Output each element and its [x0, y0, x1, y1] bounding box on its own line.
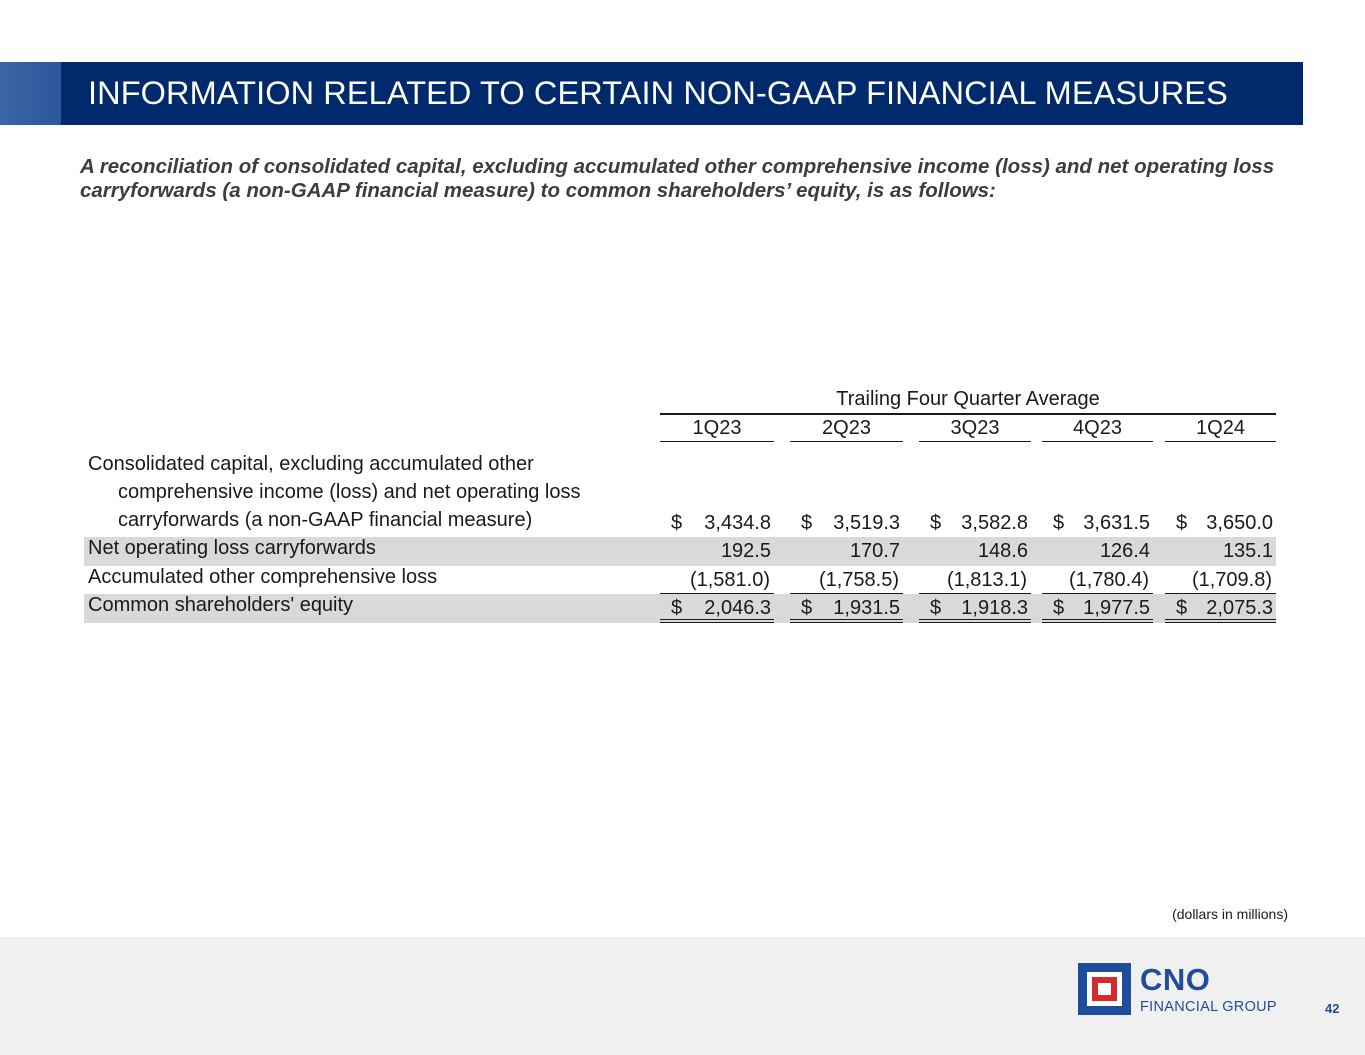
- row-label-line: Consolidated capital, excluding accumula…: [88, 453, 534, 475]
- row-label: Accumulated other comprehensive loss: [88, 565, 438, 588]
- title-bar: INFORMATION RELATED TO CERTAIN NON-GAAP …: [61, 62, 1303, 125]
- table-cell: $2,075.3: [1165, 594, 1276, 623]
- footer: [0, 937, 1365, 1055]
- subtitle: A reconciliation of consolidated capital…: [80, 155, 1275, 202]
- page-number: 42: [1325, 1001, 1340, 1016]
- group-header: Trailing Four Quarter Average: [660, 386, 1276, 415]
- table-cell: $3,519.3: [801, 511, 900, 534]
- table-cell: $1,918.3: [919, 594, 1031, 623]
- table-cell: (1,813.1): [919, 566, 1031, 594]
- cno-logo-mark-icon: [1078, 963, 1131, 1015]
- table-cell: (1,581.0): [660, 566, 774, 594]
- table-cell: (1,709.8): [1165, 566, 1276, 594]
- logo-subtitle: FINANCIAL GROUP: [1140, 999, 1277, 1015]
- row-label-line: carryforwards (a non-GAAP financial meas…: [118, 509, 533, 531]
- table-row-shareholders-equity: Common shareholders' equity $2,046.3 $1,…: [84, 594, 1276, 623]
- table-cell: $3,582.8: [930, 511, 1028, 534]
- column-header-1q23: 1Q23: [660, 415, 774, 442]
- units-note: (dollars in millions): [1172, 906, 1288, 922]
- table-cell: $3,434.8: [671, 511, 771, 534]
- row-label: Consolidated capital, excluding accumula…: [88, 450, 580, 534]
- table-cell: $3,631.5: [1053, 511, 1150, 534]
- row-label: Net operating loss carryforwards: [88, 537, 376, 559]
- cno-logo: CNO FINANCIAL GROUP: [1078, 963, 1288, 1015]
- column-header-1q24: 1Q24: [1165, 415, 1276, 442]
- logo-name: CNO: [1140, 962, 1211, 997]
- table-cell: 148.6: [977, 540, 1028, 562]
- table-cell: (1,758.5): [790, 566, 903, 594]
- column-header-2q23: 2Q23: [790, 415, 903, 442]
- table-cell: $1,931.5: [790, 594, 903, 623]
- column-headers: 1Q23 2Q23 3Q23 4Q23 1Q24: [84, 415, 1276, 443]
- table-cell: 192.5: [720, 540, 771, 562]
- column-header-4q23: 4Q23: [1042, 415, 1153, 442]
- column-header-3q23: 3Q23: [919, 415, 1031, 442]
- table-row-consolidated-capital: Consolidated capital, excluding accumula…: [84, 452, 1276, 537]
- title-accent-block: [0, 62, 61, 125]
- row-label-line: comprehensive income (loss) and net oper…: [118, 481, 581, 503]
- table-row-nol-carryforwards: Net operating loss carryforwards 192.5 1…: [84, 537, 1276, 566]
- table-cell: $1,977.5: [1042, 594, 1153, 623]
- row-label: Common shareholders' equity: [88, 594, 354, 616]
- page-title: INFORMATION RELATED TO CERTAIN NON-GAAP …: [88, 75, 1228, 111]
- table-cell: (1,780.4): [1042, 566, 1153, 594]
- table-cell: $2,046.3: [660, 594, 774, 623]
- table-cell: $3,650.0: [1176, 511, 1273, 534]
- table-row-aoci: Accumulated other comprehensive loss (1,…: [84, 565, 1276, 594]
- table-cell: 126.4: [1099, 540, 1150, 562]
- table-cell: 135.1: [1222, 540, 1273, 562]
- table-cell: 170.7: [849, 540, 900, 562]
